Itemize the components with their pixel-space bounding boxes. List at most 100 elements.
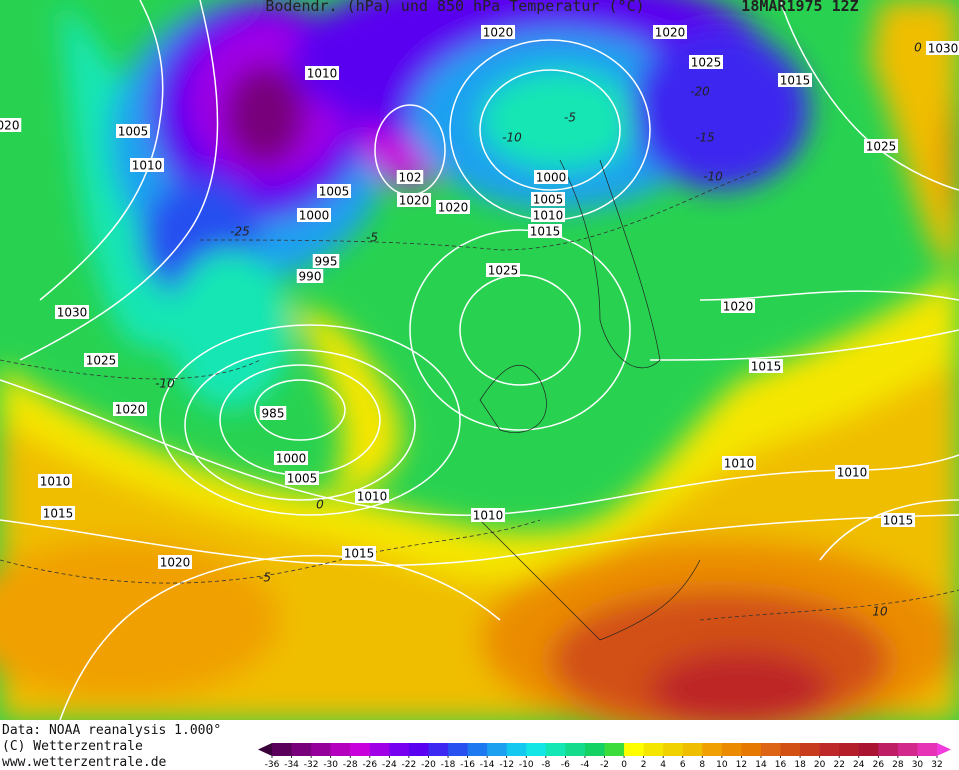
isobar-label-box [116,124,150,138]
isobar-label-box [881,513,915,527]
isobar-label-box [130,158,164,172]
isobar-label-box [471,508,505,522]
isobar-label-box [778,73,812,87]
colorbar-swatch [272,743,293,756]
isobar-label: 1005 [118,125,149,139]
isotherm-label: -15 [695,131,715,145]
isotherm-label: -20 [690,85,710,99]
isobar-label: 1015 [883,514,914,528]
isobar-label: 020 [0,119,19,133]
map-title: Bodendr. (hPa) und 850 hPa Temperatur (°… [265,0,644,15]
colorbar-swatch [350,743,371,756]
isobar-label-box [926,41,959,55]
colorbar-tick-label: 8 [699,760,705,770]
colorbar-tick-label: -26 [362,760,377,770]
colorbar-swatch [917,743,938,756]
isobar-label: 1030 [57,306,88,320]
colorbar-tick-label: 24 [853,760,865,770]
colorbar-tick-label: -12 [499,760,514,770]
isobar-label: 1030 [928,42,959,56]
colorbar-swatch [448,743,469,756]
isobars [0,0,959,721]
colorbar: -36 -34 -32 -30 -28 -26 -24 -22 -20 -18 -16 -14 -12-… [258,743,951,770]
isobar-label-box [297,208,331,222]
isobar-label-box [653,25,687,39]
isobar-label: 1015 [344,547,375,561]
isobar-label-box [342,546,376,560]
colorbar-swatch [291,743,312,756]
isotherm-label: -10 [502,131,522,145]
isobar-label-box [355,489,389,503]
isobar-label-box [486,263,520,277]
colorbar-tick-label: 32 [931,760,942,770]
isobar-label: 1025 [691,56,722,70]
isobar-label-box [84,353,118,367]
isobar-label: 1020 [438,201,469,215]
colorbar-swatch [311,743,332,756]
colorbar-tick-label: -16 [460,760,475,770]
isobar-label: 985 [262,407,285,421]
isobar-label: 1015 [751,360,782,374]
isotherm-label: -10 [703,170,723,184]
colorbar-swatch [780,743,801,756]
isotherm-label: 10 [872,605,888,619]
colorbar-swatch [760,743,782,756]
isobar-label-box [835,465,869,479]
colorbar-swatch [819,743,840,756]
isobar-label-box [397,193,431,207]
coastlines [479,159,701,641]
isobar-label: 1000 [299,209,330,223]
footer-source: Data: NOAA reanalysis 1.000° [2,723,221,738]
colorbar-swatch [389,743,410,756]
isobar-label: 1020 [399,194,430,208]
isobar-label: 990 [299,270,322,284]
isobar-label-box [158,555,192,569]
colorbar-swatch [408,743,429,756]
isobar-label: 1010 [533,209,564,223]
isobar-label-box [864,139,898,153]
isobar-label: 1010 [307,67,338,81]
isobar-label-box [396,170,424,184]
colorbar-under-arrow [258,743,272,756]
colorbar-tick-label: 2 [641,760,647,770]
colorbar-tick-label: -2 [600,760,609,770]
colorbar-tick-label: 14 [755,760,767,770]
colorbar-tick-label: 4 [660,760,666,770]
colorbar-tick-label: 22 [833,760,844,770]
isotherm-label: 0 [914,41,922,55]
isobar-label-box [0,118,22,132]
colorbar-swatch [487,743,508,756]
isobar-label-box [528,224,562,238]
isobar-label-box [749,359,783,373]
colorbar-swatch [545,743,566,756]
isobar-label: 1010 [40,475,71,489]
isotherm-label: -25 [230,225,250,239]
isobar-label-box [285,471,319,485]
colorbar-tick-label: 30 [912,760,924,770]
colorbar-tick-label: -8 [541,760,550,770]
colorbar-tick-label: -28 [343,760,358,770]
isobar-label: 1005 [319,185,350,199]
isobar-label: 1005 [533,193,564,207]
isobar-label: 1025 [488,264,519,278]
isobar-label-box [312,254,340,268]
colorbar-tick-label: 20 [814,760,826,770]
colorbar-swatch [800,743,821,756]
colorbar-swatch [565,743,586,756]
isobar-label: 1020 [160,556,191,570]
colorbar-tick-label: 18 [794,760,806,770]
colorbar-tick-label: -22 [402,760,417,770]
colorbar-swatch [584,743,605,756]
colorbar-tick-label: 10 [716,760,728,770]
footer-website: www.wetterzentrale.de [2,755,167,770]
isobar-label: 1020 [723,300,754,314]
colorbar-tick-label: -6 [561,760,570,770]
colorbar-swatch [878,743,899,756]
isobar-label: 1005 [287,472,318,486]
isobar-label-box [689,55,723,69]
isotherm-label: -10 [155,377,175,391]
isobar-label-box [259,406,287,420]
colorbar-swatch [643,743,664,756]
